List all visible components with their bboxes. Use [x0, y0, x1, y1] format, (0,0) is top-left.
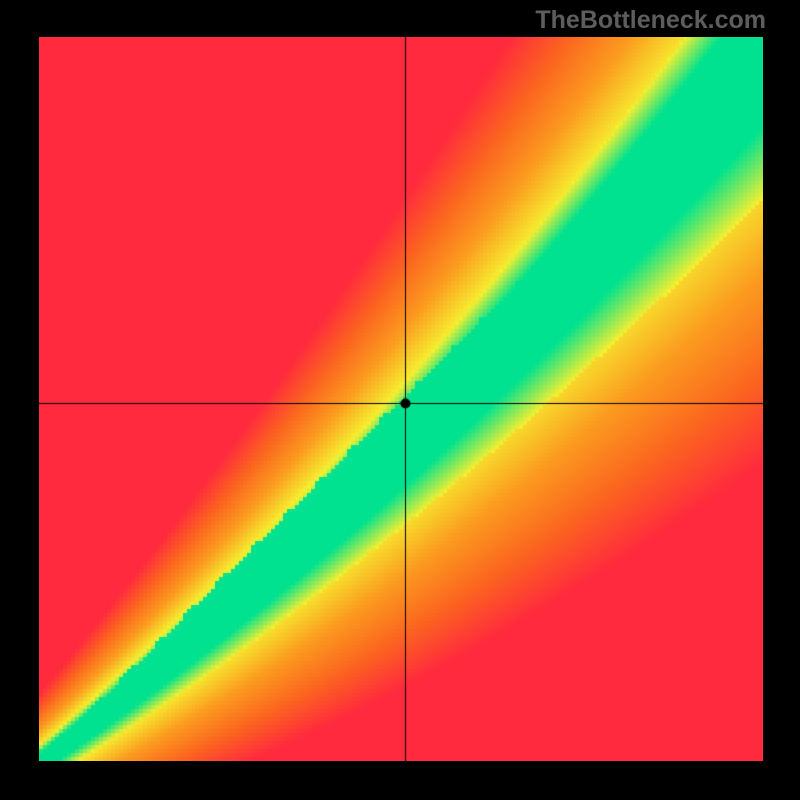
watermark-text: TheBottleneck.com — [535, 6, 766, 35]
bottleneck-heatmap — [39, 37, 763, 761]
